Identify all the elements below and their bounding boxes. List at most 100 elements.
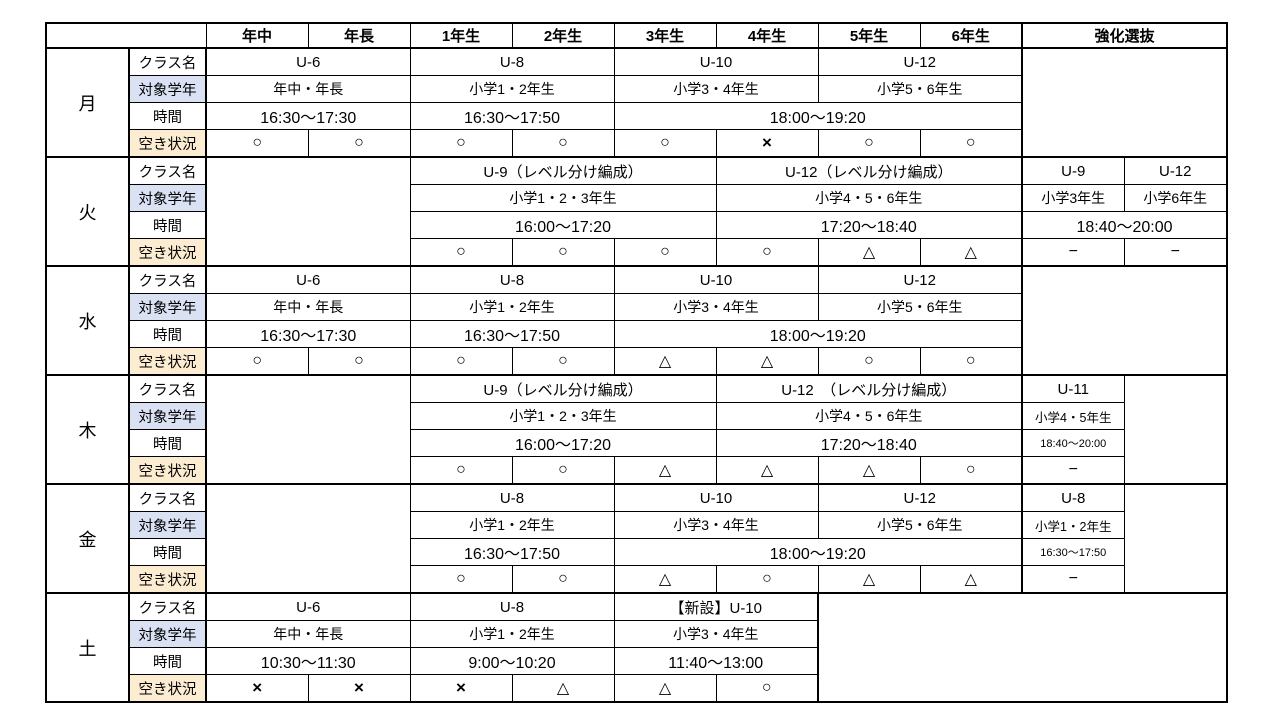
row-label-time: 時間 xyxy=(128,102,207,130)
table-row: 時間 16:30〜17:30 16:30〜17:50 18:00〜19:20 xyxy=(46,320,1227,348)
time-cell: 16:30〜17:50 xyxy=(409,538,615,566)
row-label-time: 時間 xyxy=(128,647,207,675)
row-label-class-name: クラス名 xyxy=(128,47,207,76)
header-selection-cell: 強化選抜 xyxy=(1021,22,1228,49)
availability-cell: ○ xyxy=(613,238,717,267)
time-cell: 18:40〜20:00 xyxy=(1021,429,1125,457)
target-grade-cell: 小学3・4年生 xyxy=(613,511,819,539)
header-grade-cell: 1年生 xyxy=(409,22,513,49)
availability-cell: ○ xyxy=(919,129,1023,158)
time-cell: 18:00〜19:20 xyxy=(613,538,1023,566)
class-name-cell: U-12（レベル分け編成） xyxy=(715,156,1023,185)
class-name-cell: U-10 xyxy=(613,483,819,512)
table-row: 対象学年 年中・年長 小学1・2年生 小学3・4年生 xyxy=(46,620,1227,648)
availability-cell: ○ xyxy=(409,129,513,158)
availability-cell: ○ xyxy=(511,129,615,158)
availability-cell: ○ xyxy=(919,347,1023,376)
target-grade-cell: 小学3・4年生 xyxy=(613,620,819,648)
time-cell: 18:00〜19:20 xyxy=(613,102,1023,130)
target-grade-cell: 小学1・2年生 xyxy=(409,75,615,103)
availability-cell: ○ xyxy=(409,456,513,485)
class-name-cell: U-8 xyxy=(409,265,615,294)
header-grade-cell: 4年生 xyxy=(715,22,819,49)
availability-cell: △ xyxy=(613,565,717,594)
day-cell: 水 xyxy=(45,265,130,376)
table-row: 水クラス名 U-6 U-8 U-10 U-12 xyxy=(45,265,1228,376)
row-label-class-name: クラス名 xyxy=(128,156,207,185)
time-cell: 16:30〜17:30 xyxy=(205,102,411,130)
target-grade-cell: 小学1・2年生 xyxy=(1021,511,1125,539)
row-label-class-name: クラス名 xyxy=(128,374,207,403)
row-label-time: 時間 xyxy=(128,538,207,566)
table-row: 月クラス名 U-6 U-8 U-10 U-12 xyxy=(45,47,1228,158)
availability-cell: ○ xyxy=(817,347,921,376)
class-name-cell: U-10 xyxy=(613,265,819,294)
row-label-availability: 空き状況 xyxy=(128,565,207,594)
row-label-target-grade: 対象学年 xyxy=(128,402,207,430)
table-header: 年中 年長 1年生 2年生 3年生 4年生 5年生 6年生 強化選抜 xyxy=(45,22,1228,49)
schedule-table: 年中 年長 1年生 2年生 3年生 4年生 5年生 6年生 強化選抜 月クラス名 U-6 U-8 U-… xyxy=(45,22,1228,703)
day-cell: 木 xyxy=(45,374,130,485)
target-grade-cell: 小学1・2・3年生 xyxy=(409,184,717,212)
availability-cell: △ xyxy=(613,347,717,376)
row-label-availability: 空き状況 xyxy=(128,238,207,267)
class-name-cell: 【新設】U-10 xyxy=(613,592,819,621)
row-label-availability: 空き状況 xyxy=(128,347,207,376)
availability-cell: △ xyxy=(511,674,615,703)
table-row: 時間 16:00〜17:20 17:20〜18:40 18:40〜20:00 xyxy=(46,429,1227,457)
availability-cell: ○ xyxy=(715,238,819,267)
availability-cell: ○ xyxy=(715,565,819,594)
availability-cell: △ xyxy=(919,565,1023,594)
row-label-time: 時間 xyxy=(128,320,207,348)
availability-cell: △ xyxy=(817,565,921,594)
class-name-cell: U-12 xyxy=(817,47,1023,76)
row-label-target-grade: 対象学年 xyxy=(128,620,207,648)
header-row: 年中 年長 1年生 2年生 3年生 4年生 5年生 6年生 強化選抜 xyxy=(45,22,1228,49)
row-label-class-name: クラス名 xyxy=(128,483,207,512)
header-grade-cell: 6年生 xyxy=(919,22,1023,49)
time-cell: 16:30〜17:50 xyxy=(1021,538,1125,566)
target-grade-cell: 小学4・5・6年生 xyxy=(715,184,1023,212)
availability-cell: △ xyxy=(715,456,819,485)
target-grade-cell: 小学5・6年生 xyxy=(817,511,1023,539)
header-grade-cell: 2年生 xyxy=(511,22,615,49)
availability-cell: △ xyxy=(817,238,921,267)
table-row: 土クラス名 U-6 U-8 【新設】U-10 xyxy=(45,592,1228,703)
table-body: 月クラス名 U-6 U-8 U-10 U-12 対象学年 年中・年長 小学1・2年生 小学3・4… xyxy=(45,47,1228,703)
availability-cell: ○ xyxy=(205,347,309,376)
time-cell: 18:00〜19:20 xyxy=(613,320,1023,348)
availability-cell: ○ xyxy=(409,565,513,594)
target-grade-cell: 小学1・2年生 xyxy=(409,620,615,648)
class-name-cell: U-12 xyxy=(817,265,1023,294)
availability-cell: − xyxy=(1021,565,1125,594)
availability-cell: ○ xyxy=(307,347,411,376)
target-grade-cell: 小学3年生 xyxy=(1021,184,1125,212)
target-grade-cell: 年中・年長 xyxy=(205,75,411,103)
class-name-cell: U-9（レベル分け編成） xyxy=(409,374,717,403)
day-cell: 土 xyxy=(45,592,130,703)
availability-cell: ○ xyxy=(715,674,819,703)
target-grade-cell: 小学3・4年生 xyxy=(613,75,819,103)
target-grade-cell: 年中・年長 xyxy=(205,620,411,648)
table-row: 時間 16:00〜17:20 17:20〜18:40 18:40〜20:00 xyxy=(46,211,1228,239)
table-row: 対象学年 小学1・2・3年生 小学4・5・6年生 小学3年生 小学6年生 xyxy=(46,184,1228,212)
row-label-availability: 空き状況 xyxy=(128,674,207,703)
target-grade-cell: 小学6年生 xyxy=(1123,184,1228,212)
target-grade-cell: 小学1・2年生 xyxy=(409,293,615,321)
time-cell: 16:30〜17:50 xyxy=(409,320,615,348)
class-name-cell: U-11 xyxy=(1021,374,1125,403)
class-name-cell: U-6 xyxy=(205,592,411,621)
availability-cell: ○ xyxy=(511,565,615,594)
availability-cell: − xyxy=(1021,456,1125,485)
class-name-cell: U-8 xyxy=(409,483,615,512)
time-cell: 10:30〜11:30 xyxy=(205,647,411,675)
empty-cell xyxy=(1021,47,1228,158)
availability-cell: △ xyxy=(817,456,921,485)
class-name-cell: U-12 xyxy=(1123,156,1228,185)
empty-cell xyxy=(205,374,411,485)
row-label-target-grade: 対象学年 xyxy=(128,293,207,321)
empty-cell xyxy=(205,156,411,267)
availability-cell: ○ xyxy=(409,347,513,376)
header-grade-cell: 5年生 xyxy=(817,22,921,49)
